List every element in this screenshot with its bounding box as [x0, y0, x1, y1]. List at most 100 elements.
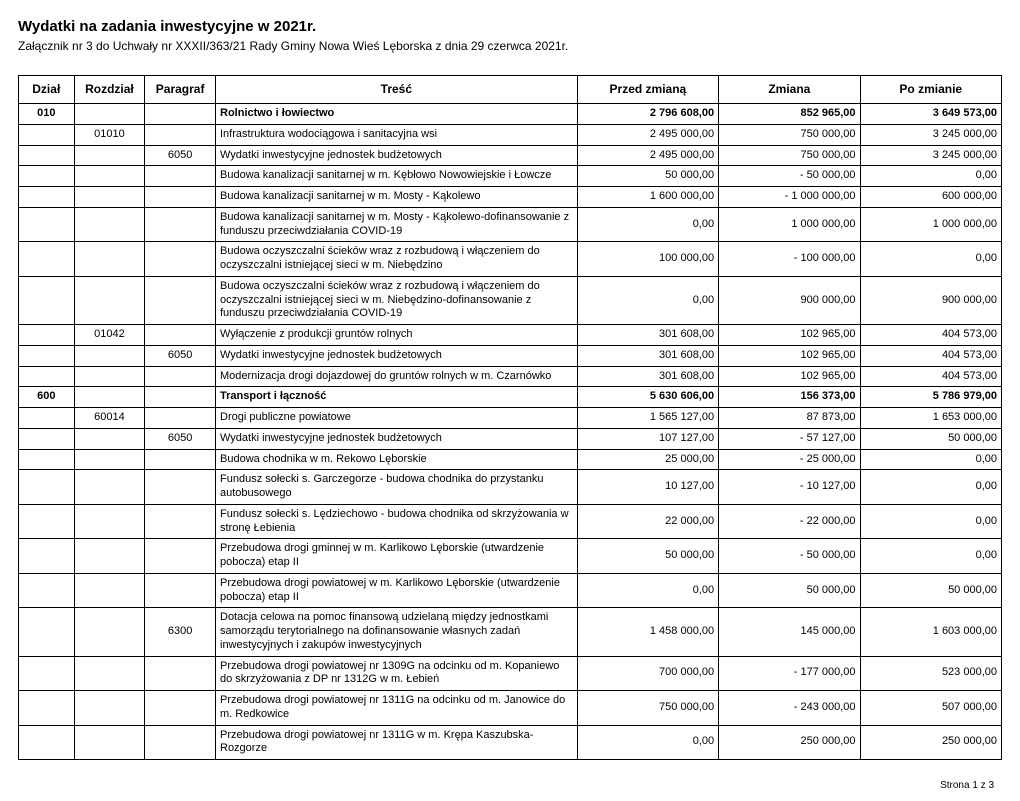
cell-przed: 0,00 [577, 725, 718, 760]
cell-po: 1 653 000,00 [860, 408, 1001, 429]
cell-przed: 10 127,00 [577, 470, 718, 505]
table-row: Budowa kanalizacji sanitarnej w m. Kębło… [19, 166, 1002, 187]
cell-paragraf [145, 207, 216, 242]
cell-zmiana: 145 000,00 [719, 608, 860, 656]
cell-tresc: Budowa kanalizacji sanitarnej w m. Mosty… [216, 207, 578, 242]
cell-zmiana: 102 965,00 [719, 325, 860, 346]
cell-dzial [19, 325, 75, 346]
cell-tresc: Modernizacja drogi dojazdowej do gruntów… [216, 366, 578, 387]
cell-rozdzial [74, 345, 145, 366]
cell-dzial: 010 [19, 104, 75, 125]
cell-tresc: Wyłączenie z produkcji gruntów rolnych [216, 325, 578, 346]
cell-tresc: Fundusz sołecki s. Lędziechowo - budowa … [216, 504, 578, 539]
cell-przed: 25 000,00 [577, 449, 718, 470]
cell-paragraf [145, 504, 216, 539]
cell-przed: 1 565 127,00 [577, 408, 718, 429]
cell-po: 900 000,00 [860, 276, 1001, 324]
cell-rozdzial [74, 145, 145, 166]
cell-tresc: Drogi publiczne powiatowe [216, 408, 578, 429]
cell-rozdzial [74, 166, 145, 187]
cell-przed: 0,00 [577, 573, 718, 608]
page-title: Wydatki na zadania inwestycyjne w 2021r. [18, 18, 1002, 35]
cell-paragraf [145, 656, 216, 691]
cell-zmiana: - 1 000 000,00 [719, 187, 860, 208]
cell-po: 600 000,00 [860, 187, 1001, 208]
cell-tresc: Wydatki inwestycyjne jednostek budżetowy… [216, 345, 578, 366]
cell-rozdzial [74, 428, 145, 449]
table-row: 6300Dotacja celowa na pomoc finansową ud… [19, 608, 1002, 656]
cell-po: 404 573,00 [860, 325, 1001, 346]
cell-rozdzial [74, 470, 145, 505]
table-row: Przebudowa drogi powiatowej w m. Karliko… [19, 573, 1002, 608]
table-row: 01010Infrastruktura wodociągowa i sanita… [19, 124, 1002, 145]
table-row: Budowa oczyszczalni ścieków wraz z rozbu… [19, 242, 1002, 277]
cell-tresc: Transport i łączność [216, 387, 578, 408]
cell-po: 507 000,00 [860, 691, 1001, 726]
cell-po: 50 000,00 [860, 573, 1001, 608]
cell-tresc: Przebudowa drogi powiatowej nr 1309G na … [216, 656, 578, 691]
cell-rozdzial [74, 573, 145, 608]
cell-po: 523 000,00 [860, 656, 1001, 691]
cell-rozdzial [74, 276, 145, 324]
table-row: Przebudowa drogi powiatowej nr 1311G w m… [19, 725, 1002, 760]
cell-przed: 700 000,00 [577, 656, 718, 691]
page-counter: Strona 1 z 3 [18, 780, 1002, 791]
cell-paragraf [145, 539, 216, 574]
table-row: Budowa kanalizacji sanitarnej w m. Mosty… [19, 207, 1002, 242]
cell-po: 0,00 [860, 449, 1001, 470]
cell-rozdzial [74, 691, 145, 726]
col-rozdzial: Rozdział [74, 76, 145, 104]
cell-przed: 2 796 608,00 [577, 104, 718, 125]
cell-zmiana: 156 373,00 [719, 387, 860, 408]
cell-zmiana: 900 000,00 [719, 276, 860, 324]
cell-przed: 301 608,00 [577, 325, 718, 346]
cell-dzial [19, 470, 75, 505]
cell-rozdzial: 01042 [74, 325, 145, 346]
cell-tresc: Budowa kanalizacji sanitarnej w m. Mosty… [216, 187, 578, 208]
cell-paragraf [145, 387, 216, 408]
cell-tresc: Przebudowa drogi powiatowej w m. Karliko… [216, 573, 578, 608]
cell-paragraf [145, 325, 216, 346]
cell-rozdzial [74, 608, 145, 656]
cell-paragraf [145, 366, 216, 387]
cell-zmiana: 750 000,00 [719, 145, 860, 166]
cell-paragraf: 6050 [145, 428, 216, 449]
cell-rozdzial [74, 366, 145, 387]
table-row: 60014 Drogi publiczne powiatowe1 565 127,… [19, 408, 1002, 429]
cell-po: 3 649 573,00 [860, 104, 1001, 125]
cell-tresc: Budowa chodnika w m. Rekowo Lęborskie [216, 449, 578, 470]
cell-dzial [19, 539, 75, 574]
cell-tresc: Dotacja celowa na pomoc finansową udziel… [216, 608, 578, 656]
cell-paragraf [145, 166, 216, 187]
cell-paragraf [145, 691, 216, 726]
cell-rozdzial: 60014 [74, 408, 145, 429]
cell-tresc: Fundusz sołecki s. Garczegorze - budowa … [216, 470, 578, 505]
table-row: Przebudowa drogi powiatowej nr 1309G na … [19, 656, 1002, 691]
page-subtitle: Załącznik nr 3 do Uchwały nr XXXII/363/2… [18, 39, 1002, 53]
table-row: 6050Wydatki inwestycyjne jednostek budże… [19, 145, 1002, 166]
cell-rozdzial [74, 449, 145, 470]
cell-przed: 2 495 000,00 [577, 124, 718, 145]
cell-paragraf: 6050 [145, 345, 216, 366]
cell-przed: 301 608,00 [577, 366, 718, 387]
cell-zmiana: 102 965,00 [719, 366, 860, 387]
cell-rozdzial [74, 387, 145, 408]
table-row: Budowa oczyszczalni ścieków wraz z rozbu… [19, 276, 1002, 324]
table-row: Przebudowa drogi powiatowej nr 1311G na … [19, 691, 1002, 726]
cell-dzial [19, 408, 75, 429]
cell-dzial [19, 145, 75, 166]
table-row: Modernizacja drogi dojazdowej do gruntów… [19, 366, 1002, 387]
cell-tresc: Przebudowa drogi powiatowej nr 1311G w m… [216, 725, 578, 760]
cell-dzial [19, 504, 75, 539]
cell-zmiana: 250 000,00 [719, 725, 860, 760]
cell-zmiana: - 25 000,00 [719, 449, 860, 470]
cell-zmiana: 750 000,00 [719, 124, 860, 145]
cell-po: 0,00 [860, 242, 1001, 277]
cell-paragraf [145, 470, 216, 505]
table-row: Fundusz sołecki s. Lędziechowo - budowa … [19, 504, 1002, 539]
cell-po: 404 573,00 [860, 366, 1001, 387]
cell-zmiana: - 177 000,00 [719, 656, 860, 691]
cell-paragraf [145, 124, 216, 145]
cell-paragraf [145, 242, 216, 277]
cell-zmiana: 102 965,00 [719, 345, 860, 366]
